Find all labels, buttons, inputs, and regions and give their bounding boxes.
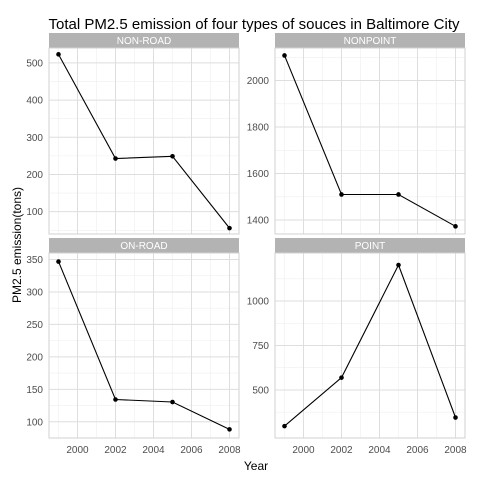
panel-on-road: ON-ROAD 2000 2002 2004 2006 2008 100 150 200 250 3… [26, 238, 241, 456]
series-line-non-road [58, 54, 230, 229]
y-tick-label: 200 [26, 170, 43, 181]
x-tick-label: 2004 [368, 445, 391, 456]
x-tick-label: 2000 [66, 445, 89, 456]
y-tick-label: 100 [26, 207, 43, 218]
y-tick-label: 1600 [247, 169, 270, 180]
data-point-point [453, 415, 458, 420]
data-point-point [396, 262, 401, 268]
data-point-non-road [113, 156, 118, 161]
x-tick-label: 2002 [104, 445, 127, 456]
data-point-point [339, 375, 344, 380]
panel-background-non-road [49, 48, 239, 234]
y-tick-label: 500 [26, 58, 43, 69]
data-point-nonpoint [453, 224, 458, 229]
chart-title: Total PM2.5 emission of four types of so… [48, 16, 460, 33]
y-tick-label: 250 [26, 320, 43, 331]
y-tick-label: 300 [26, 287, 43, 298]
strip-nonpoint [275, 33, 465, 48]
y-tick-label: 1800 [247, 123, 270, 134]
y-tick-label: 1400 [247, 216, 270, 227]
y-tick-label: 500 [252, 385, 269, 396]
y-tick-label: 100 [26, 417, 43, 428]
series-line-on-road [57, 261, 230, 430]
strip-non-road [49, 33, 239, 48]
x-tick-label: 2006 [406, 445, 429, 456]
panel-point: POINT 2000 2002 2004 2006 2008 500 750 1000 [247, 238, 467, 456]
x-tick-label: 2000 [292, 445, 315, 456]
data-point-on-road [113, 397, 118, 402]
x-tick-label: 2002 [330, 445, 353, 456]
y-tick-label: 400 [26, 96, 43, 107]
panel-background-nonpoint [275, 48, 465, 234]
data-point-point [282, 423, 287, 429]
y-tick-label: 300 [26, 133, 43, 144]
data-point-non-road [56, 52, 61, 57]
data-point-non-road [227, 225, 232, 231]
x-tick-label: 2008 [218, 445, 241, 456]
y-tick-label: 1000 [247, 297, 270, 308]
series-line-point [284, 263, 457, 427]
x-axis-title: Year [244, 459, 268, 473]
data-point-on-road [170, 399, 175, 405]
panel-non-road: NON-ROAD 100 200 300 400 500 [26, 33, 240, 235]
y-tick-label: 200 [26, 352, 43, 363]
data-point-nonpoint [396, 192, 401, 197]
strip-label-non-road: NON-ROAD [117, 36, 171, 47]
strip-label-on-road: ON-ROAD [120, 241, 167, 252]
y-tick-label: 350 [26, 255, 43, 266]
strip-point [275, 238, 465, 253]
strip-label-nonpoint: NONPOINT [344, 36, 397, 47]
panel-background-on-road [49, 253, 239, 438]
series-line-nonpoint [283, 55, 456, 227]
y-tick-label: 150 [26, 385, 43, 396]
x-tick-label: 2004 [142, 445, 165, 456]
y-tick-label: 750 [252, 341, 269, 352]
x-tick-label: 2006 [180, 445, 203, 456]
data-point-on-road [56, 259, 61, 264]
panel-nonpoint: NONPOINT 1400 1600 1800 2000 [247, 33, 466, 235]
panel-border-point [274, 252, 466, 439]
panel-border-on-road [48, 252, 240, 439]
data-point-nonpoint [339, 192, 344, 197]
y-axis-title: PM2.5 emission(tons) [10, 187, 24, 303]
data-point-nonpoint [282, 53, 287, 58]
y-tick-label: 2000 [247, 76, 270, 87]
data-point-on-road [227, 427, 232, 432]
panels-layer: NON-ROAD 100 200 300 400 500 NONPOINT 1400 1600 1… [26, 33, 467, 456]
panel-border-non-road [48, 47, 240, 235]
strip-label-point: POINT [355, 241, 386, 252]
strip-on-road [49, 238, 239, 253]
data-point-non-road [170, 153, 175, 159]
x-tick-label: 2008 [444, 445, 467, 456]
panel-border-nonpoint [274, 47, 466, 235]
